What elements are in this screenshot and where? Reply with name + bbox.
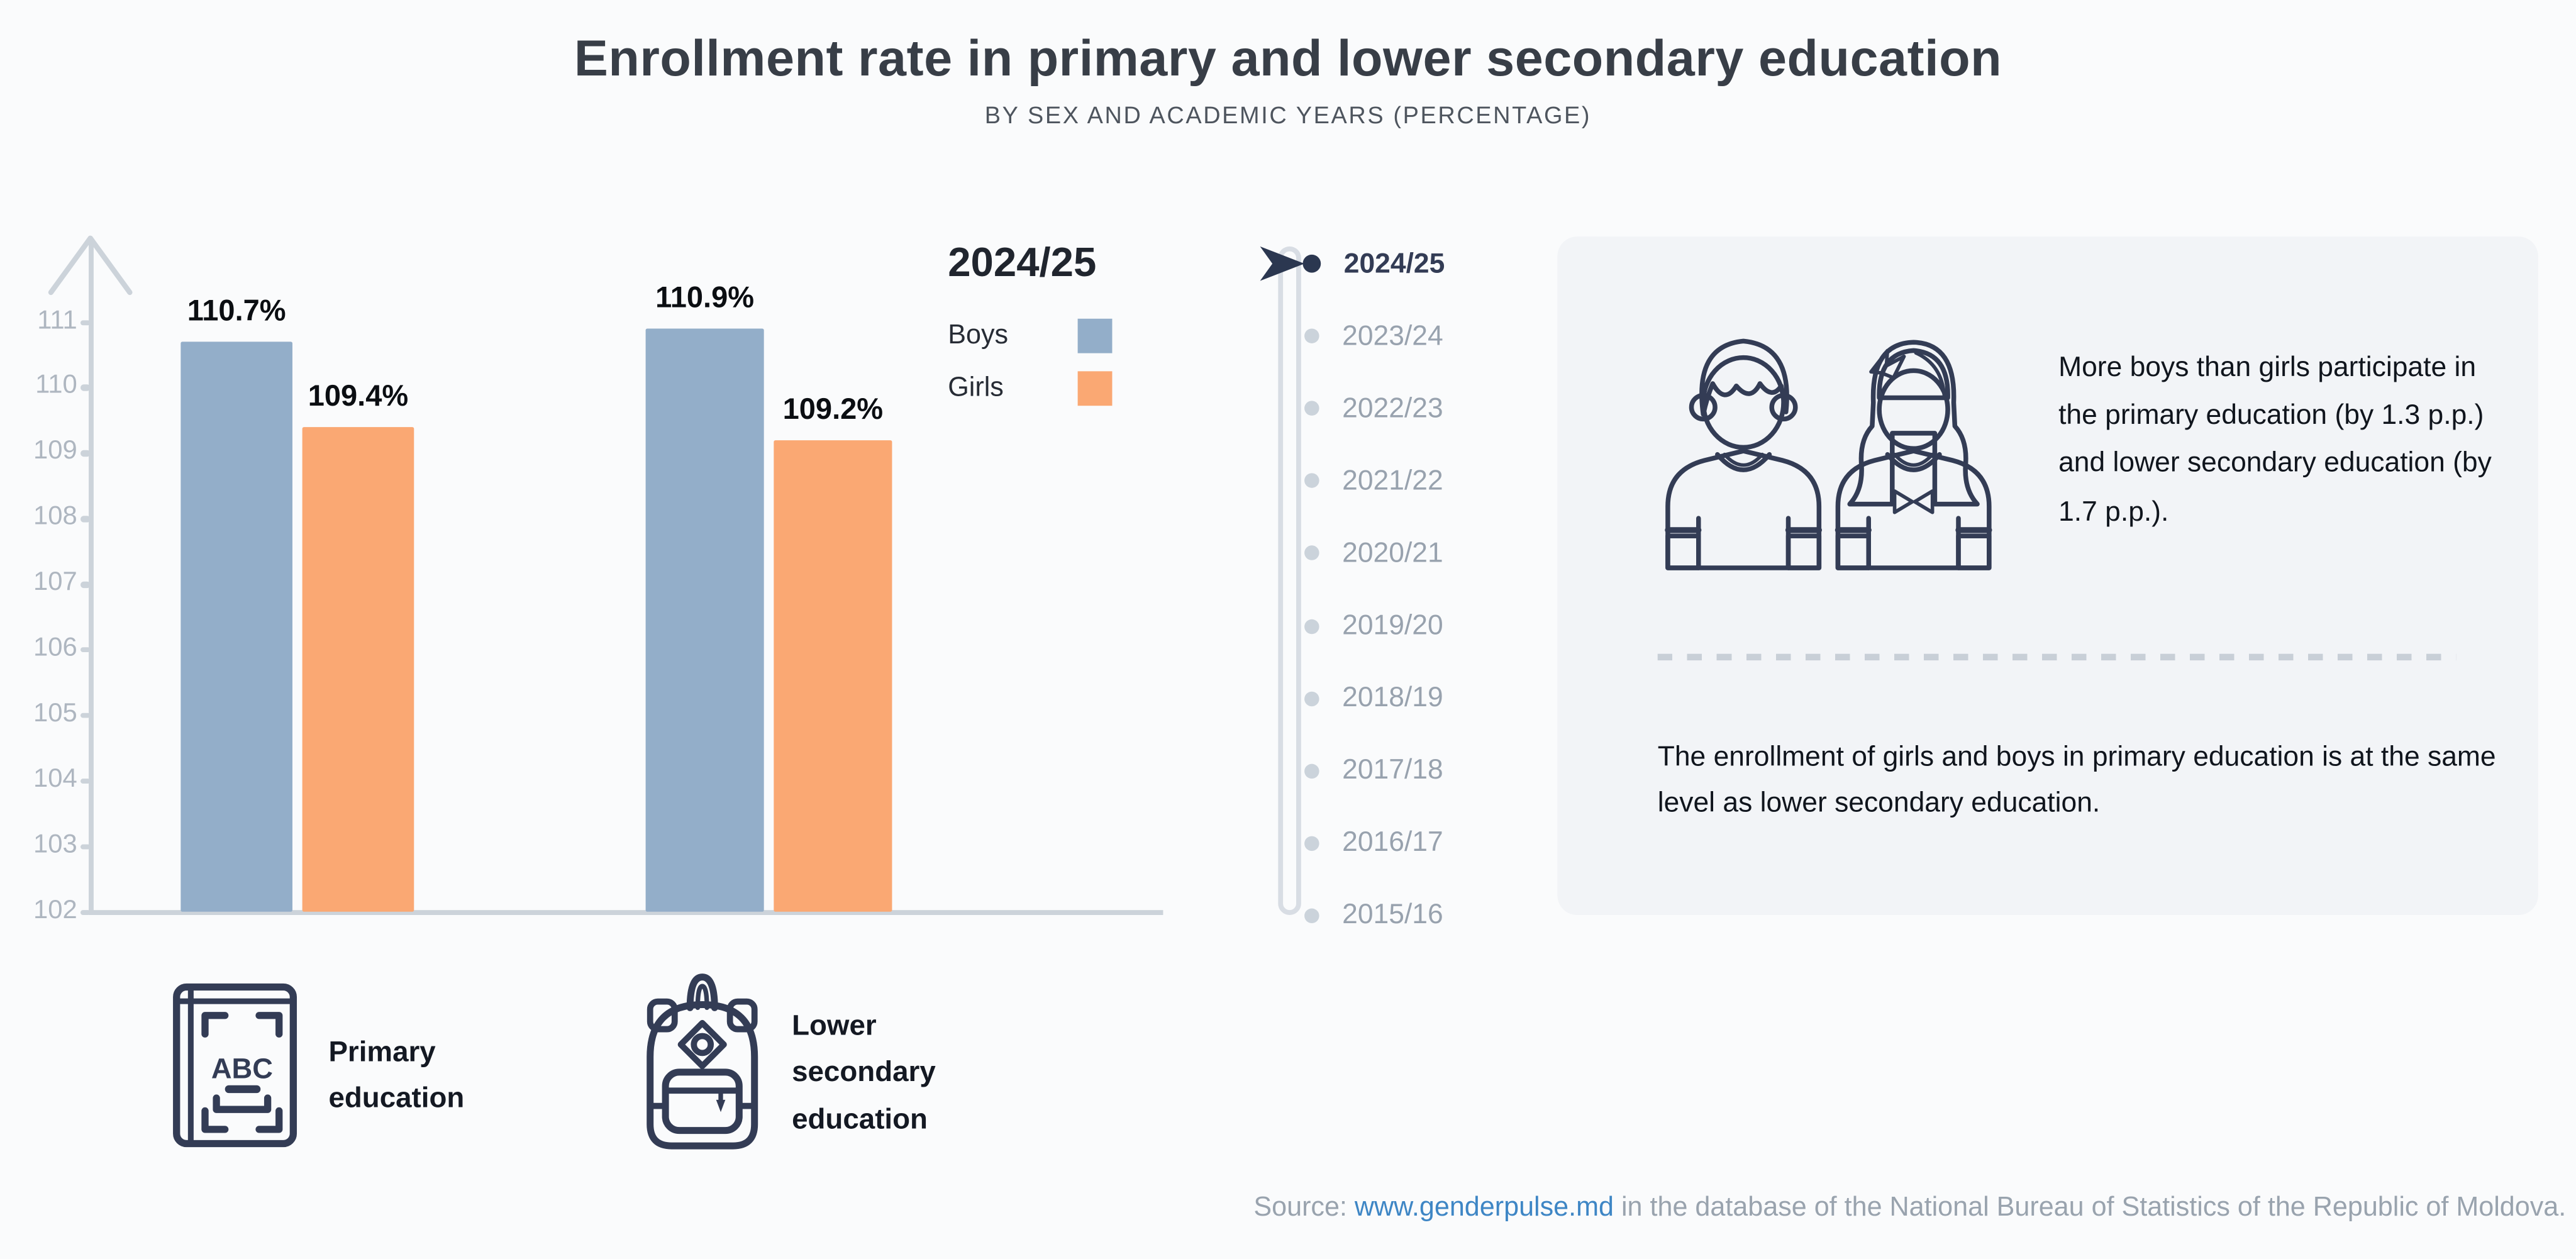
timeline-year-2017-18[interactable]: 2017/18 (1265, 751, 1577, 790)
timeline-year-2024-25[interactable]: 2024/25 (1265, 244, 1577, 284)
timeline-dot (1304, 763, 1319, 779)
timeline-dot (1304, 401, 1319, 416)
y-tick-mark (80, 319, 91, 326)
legend-row-girls: Girls (948, 370, 1113, 406)
bar-girls-lower-secondary[interactable] (774, 440, 892, 912)
bar-boys-primary[interactable] (180, 341, 292, 912)
timeline-year-2015-16[interactable]: 2015/16 (1265, 896, 1577, 936)
y-tick-mark (80, 450, 91, 457)
y-tick-label: 105 (33, 699, 77, 728)
page-title: Enrollment rate in primary and lower sec… (574, 30, 2002, 87)
page-subtitle: BY SEX AND ACADEMIC YEARS (PERCENTAGE) (984, 103, 1592, 130)
source-line: Source: www.genderpulse.md in the databa… (1253, 1192, 2566, 1224)
y-tick-label: 108 (33, 502, 77, 531)
timeline-dot (1304, 546, 1319, 561)
timeline-year-label: 2020/21 (1342, 536, 1443, 568)
dashed-divider (1657, 653, 2457, 661)
bar-chart (0, 214, 1183, 920)
timeline-year-2019-20[interactable]: 2019/20 (1265, 606, 1577, 646)
timeline-year-label: 2021/22 (1342, 464, 1443, 496)
y-tick-mark (80, 516, 91, 522)
y-tick-mark (80, 778, 91, 784)
bar-girls-primary[interactable] (302, 426, 414, 912)
timeline-year-label: 2016/17 (1342, 826, 1443, 858)
y-tick-label: 102 (33, 896, 77, 924)
timeline-year-label: 2015/16 (1342, 899, 1443, 931)
timeline-dot (1304, 474, 1319, 489)
timeline-dot (1304, 328, 1319, 344)
source-prefix: Source: (1253, 1192, 1355, 1223)
legend-swatch-girls (1077, 370, 1113, 405)
timeline-track[interactable] (1278, 246, 1301, 915)
y-tick-mark (80, 843, 91, 850)
insight-text-primary: More boys than girls participate in the … (2058, 352, 2492, 527)
y-tick-label: 111 (37, 306, 77, 335)
timeline-year-2020-21[interactable]: 2020/21 (1265, 534, 1577, 574)
bar-value-label: 109.2% (782, 392, 884, 426)
y-axis-line (89, 240, 94, 912)
y-axis-arrow-icon (48, 235, 133, 296)
bar-boys-lower-secondary[interactable] (645, 328, 764, 912)
timeline-year-2023-24[interactable]: 2023/24 (1265, 316, 1577, 356)
source-suffix: in the database of the National Bureau o… (1613, 1192, 2567, 1223)
y-tick-mark (80, 647, 91, 653)
x-axis-line (89, 910, 1163, 915)
y-tick-label: 106 (33, 634, 77, 662)
insight-text-secondary: The enrollment of girls and boys in prim… (1657, 741, 2496, 818)
y-tick-mark (80, 385, 91, 391)
boy-and-girl-icon (1665, 338, 1992, 570)
y-tick-mark (80, 581, 91, 587)
boy-illustration (1665, 338, 1823, 570)
y-tick-label: 103 (33, 830, 77, 859)
timeline-year-label: 2024/25 (1343, 247, 1445, 279)
category-label-primary: Primary education (328, 1034, 465, 1114)
timeline-dot (1304, 836, 1319, 851)
y-tick-label: 110 (35, 372, 77, 400)
legend-swatch-boys (1077, 318, 1113, 353)
y-tick-label: 104 (33, 765, 77, 793)
y-tick-mark (80, 909, 91, 915)
legend-label-girls: Girls (948, 372, 1004, 402)
legend-year-title: 2024/25 (948, 240, 1097, 286)
abc-book-icon: ABC (173, 983, 297, 1148)
y-tick-mark (80, 713, 91, 719)
source-link[interactable]: www.genderpulse.md (1354, 1192, 1614, 1223)
bar-value-label: 110.7% (187, 294, 286, 327)
bar-value-label: 109.4% (308, 379, 409, 413)
timeline-year-2018-19[interactable]: 2018/19 (1265, 679, 1577, 718)
timeline-dot (1304, 691, 1319, 706)
legend-label-boys: Boys (948, 319, 1009, 350)
bar-value-label: 110.9% (655, 280, 755, 314)
timeline-cursor-icon (1260, 246, 1305, 281)
backpack-icon (647, 973, 758, 1150)
timeline-year-2022-23[interactable]: 2022/23 (1265, 389, 1577, 428)
legend-row-boys: Boys (948, 317, 1113, 353)
timeline-dot (1302, 254, 1321, 273)
category-label-lower-secondary: Lower secondary education (792, 1008, 936, 1135)
timeline-dot (1304, 908, 1319, 923)
timeline-year-label: 2018/19 (1342, 682, 1443, 713)
y-tick-label: 107 (33, 568, 77, 597)
timeline-year-2021-22[interactable]: 2021/22 (1265, 461, 1577, 501)
girl-illustration (1835, 340, 1992, 570)
timeline-year-label: 2017/18 (1342, 754, 1443, 786)
timeline-year-label: 2023/24 (1342, 319, 1443, 351)
book-abc-text: ABC (211, 1052, 273, 1084)
timeline-dot (1304, 618, 1319, 634)
y-tick-label: 109 (33, 437, 77, 465)
timeline-year-2016-17[interactable]: 2016/17 (1265, 823, 1577, 863)
timeline-year-label: 2022/23 (1342, 392, 1443, 424)
timeline-year-label: 2019/20 (1342, 609, 1443, 641)
